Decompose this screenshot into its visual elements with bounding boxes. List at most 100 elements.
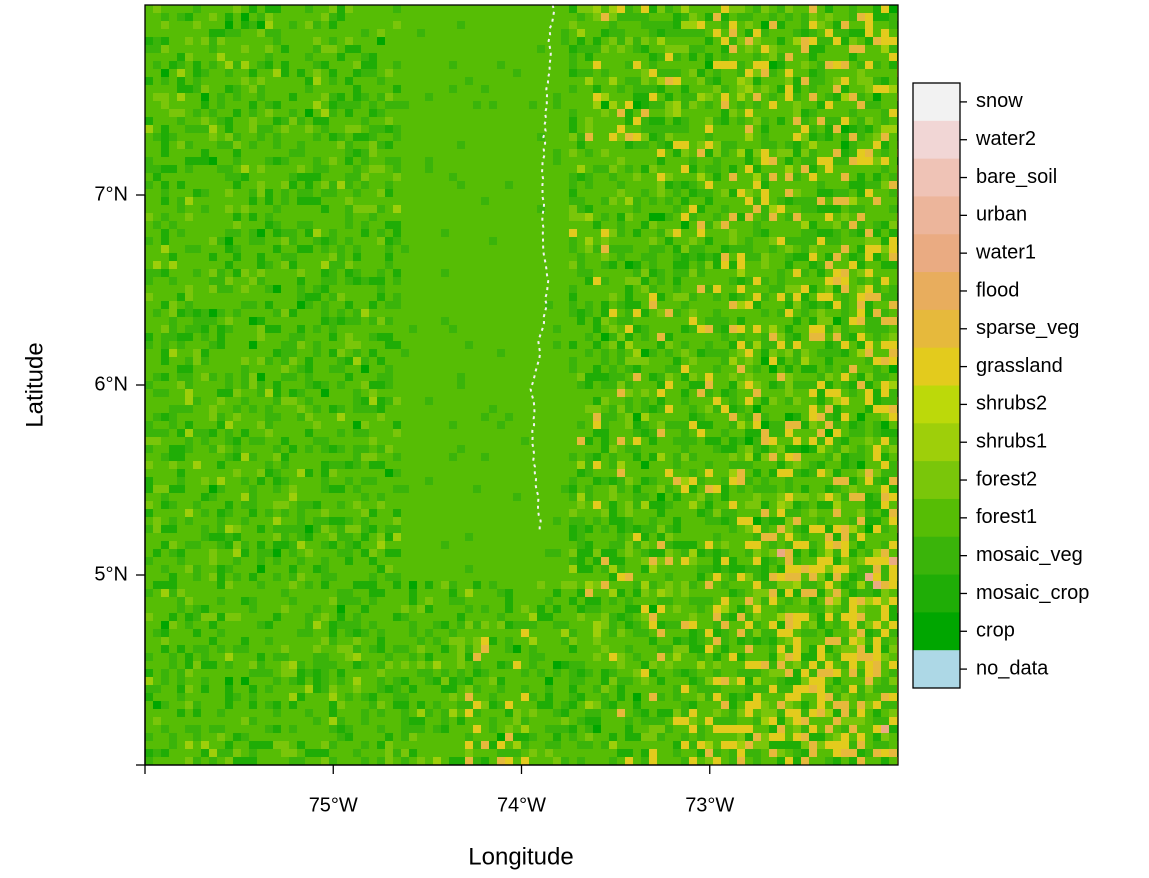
raster-cell <box>825 613 833 621</box>
raster-cell <box>769 725 777 733</box>
raster-cell <box>609 341 617 349</box>
raster-cell <box>737 381 745 389</box>
raster-cell <box>801 157 809 165</box>
raster-cell <box>601 509 609 517</box>
raster-cell <box>793 565 801 573</box>
legend-swatch <box>913 272 960 310</box>
raster-cell <box>369 597 377 605</box>
raster-cell <box>729 437 737 445</box>
raster-cell <box>609 477 617 485</box>
raster-cell <box>257 373 265 381</box>
raster-cell <box>753 173 761 181</box>
raster-cell <box>761 229 769 237</box>
raster-cell <box>281 501 289 509</box>
raster-cell <box>393 221 401 229</box>
raster-cell <box>873 389 881 397</box>
raster-cell <box>825 565 833 573</box>
raster-cell <box>465 77 473 85</box>
raster-cell <box>833 621 841 629</box>
raster-cell <box>633 93 641 101</box>
raster-cell <box>745 477 753 485</box>
raster-cell <box>585 589 593 597</box>
raster-cell <box>705 493 713 501</box>
raster-cell <box>777 725 785 733</box>
raster-cell <box>881 421 889 429</box>
raster-cell <box>633 693 641 701</box>
raster-cell <box>377 293 385 301</box>
raster-cell <box>617 525 625 533</box>
raster-cell <box>769 357 777 365</box>
raster-cell <box>161 325 169 333</box>
raster-cell <box>377 413 385 421</box>
raster-cell <box>345 37 353 45</box>
raster-cell <box>617 629 625 637</box>
raster-cell <box>505 621 513 629</box>
raster-cell <box>873 701 881 709</box>
raster-cell <box>201 205 209 213</box>
raster-cell <box>337 733 345 741</box>
raster-cell <box>673 29 681 37</box>
raster-cell <box>857 669 865 677</box>
raster-cell <box>889 461 897 469</box>
raster-cell <box>481 637 489 645</box>
raster-cell <box>313 653 321 661</box>
raster-cell <box>585 717 593 725</box>
legend-label: sparse_veg <box>976 317 1079 339</box>
raster-cell <box>889 173 897 181</box>
raster-cell <box>513 661 521 669</box>
raster-cell <box>361 549 369 557</box>
raster-cell <box>841 221 849 229</box>
raster-cell <box>209 253 217 261</box>
raster-cell <box>257 13 265 21</box>
raster-cell <box>321 445 329 453</box>
raster-cell <box>817 181 825 189</box>
raster-cell <box>745 541 753 549</box>
raster-cell <box>577 565 585 573</box>
raster-cell <box>185 429 193 437</box>
raster-cell <box>721 725 729 733</box>
raster-cell <box>793 589 801 597</box>
raster-cell <box>313 565 321 573</box>
raster-cell <box>265 189 273 197</box>
raster-cell <box>745 701 753 709</box>
raster-cell <box>697 261 705 269</box>
raster-cell <box>697 549 705 557</box>
raster-cell <box>769 653 777 661</box>
raster-cell <box>825 253 833 261</box>
raster-cell <box>649 69 657 77</box>
raster-cell <box>809 389 817 397</box>
raster-cell <box>689 317 697 325</box>
raster-cell <box>793 445 801 453</box>
raster-cell <box>825 501 833 509</box>
raster-cell <box>449 85 457 93</box>
raster-cell <box>785 525 793 533</box>
raster-cell <box>649 661 657 669</box>
raster-cell <box>401 101 409 109</box>
raster-cell <box>769 517 777 525</box>
raster-cell <box>249 229 257 237</box>
raster-cell <box>361 357 369 365</box>
raster-cell <box>873 37 881 45</box>
raster-cell <box>737 301 745 309</box>
raster-cell <box>737 757 745 765</box>
raster-cell <box>825 301 833 309</box>
raster-cell <box>225 285 233 293</box>
raster-cell <box>329 333 337 341</box>
legend-swatch <box>913 348 960 386</box>
raster-cell <box>305 189 313 197</box>
raster-cell <box>257 125 265 133</box>
raster-cell <box>201 661 209 669</box>
raster-cell <box>865 125 873 133</box>
legend-swatch <box>913 159 960 197</box>
raster-cell <box>161 13 169 21</box>
raster-cell <box>713 685 721 693</box>
raster-cell <box>585 541 593 549</box>
raster-cell <box>625 61 633 69</box>
raster-cell <box>873 581 881 589</box>
raster-cell <box>745 573 753 581</box>
raster-cell <box>785 53 793 61</box>
raster-cell <box>553 101 561 109</box>
raster-cell <box>617 685 625 693</box>
raster-cell <box>721 613 729 621</box>
raster-cell <box>745 637 753 645</box>
